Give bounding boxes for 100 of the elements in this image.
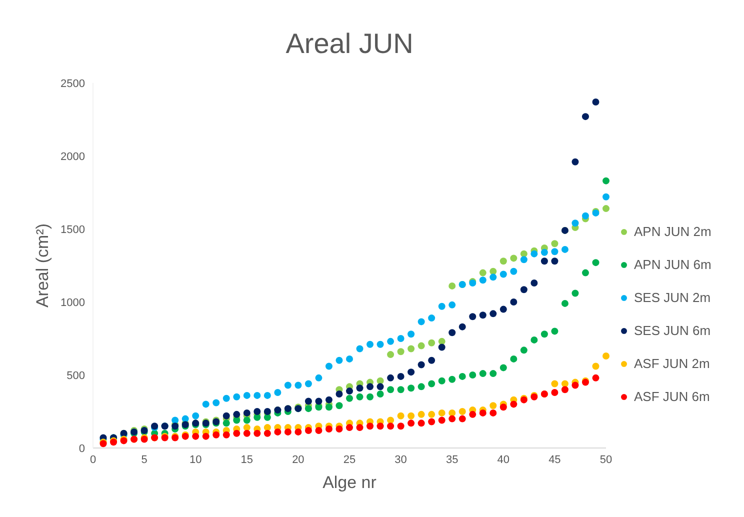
point: [284, 428, 292, 436]
point: [376, 383, 384, 390]
point: [428, 356, 436, 364]
point: [397, 335, 404, 342]
point: [602, 177, 610, 184]
point: [397, 422, 404, 430]
point: [510, 298, 518, 306]
point: [387, 422, 394, 430]
point: [458, 408, 466, 415]
point: [397, 372, 404, 380]
point: [490, 402, 497, 410]
point: [551, 328, 558, 335]
point: [264, 430, 271, 437]
x-tick-label: 35: [446, 454, 458, 466]
y-tick-label: 2000: [60, 151, 85, 163]
point: [602, 205, 610, 212]
point: [540, 330, 548, 338]
point: [222, 394, 230, 402]
point: [448, 415, 456, 422]
point: [387, 338, 394, 345]
point: [356, 424, 364, 432]
point: [438, 344, 446, 351]
point: [479, 276, 486, 284]
point: [438, 416, 446, 424]
point: [520, 286, 528, 294]
point: [387, 374, 394, 382]
point: [438, 409, 446, 416]
point: [222, 431, 230, 438]
point: [408, 330, 415, 338]
legend-label: APN JUN 6m: [634, 257, 712, 272]
point: [448, 329, 456, 336]
point: [418, 383, 425, 390]
point: [561, 300, 568, 307]
point: [551, 389, 558, 396]
point: [418, 318, 425, 326]
point: [315, 398, 322, 405]
point: [294, 428, 302, 436]
point: [428, 410, 436, 418]
x-tick-label: 0: [90, 454, 96, 466]
point: [458, 323, 466, 330]
point: [397, 348, 404, 356]
legend-label: SES JUN 6m: [634, 323, 711, 338]
x-tick-label: 10: [189, 454, 202, 466]
point: [551, 240, 558, 248]
y-tick-label: 2500: [60, 78, 85, 90]
point: [561, 386, 568, 394]
point: [530, 336, 538, 344]
point: [366, 393, 374, 400]
x-tick-label: 25: [343, 454, 356, 466]
point: [356, 345, 364, 352]
point: [540, 248, 548, 256]
point: [304, 405, 312, 412]
point: [233, 430, 240, 437]
point: [408, 384, 415, 392]
point: [336, 402, 343, 410]
point: [448, 301, 456, 308]
point: [582, 113, 589, 120]
point: [254, 430, 261, 437]
point: [510, 254, 518, 262]
legend-label: SES JUN 2m: [634, 290, 711, 305]
point: [602, 193, 610, 200]
point: [387, 386, 394, 394]
point: [458, 372, 466, 380]
x-tick-label: 30: [394, 454, 407, 466]
point: [469, 410, 476, 418]
point: [243, 430, 250, 437]
point: [192, 432, 200, 440]
point: [233, 410, 240, 418]
point: [479, 409, 486, 416]
point: [264, 392, 271, 399]
point: [530, 250, 538, 258]
point: [520, 346, 528, 354]
point: [182, 415, 189, 422]
point: [192, 412, 200, 420]
point: [366, 383, 374, 390]
point: [408, 420, 415, 427]
point: [336, 356, 343, 364]
point: [428, 314, 436, 322]
point: [336, 426, 343, 433]
point: [387, 351, 394, 358]
point: [582, 212, 589, 220]
point: [315, 426, 322, 434]
point: [551, 248, 558, 256]
point: [274, 389, 282, 396]
point: [366, 340, 374, 348]
point: [264, 424, 271, 432]
point: [376, 422, 384, 430]
point: [325, 396, 332, 404]
point: [469, 313, 476, 320]
point: [325, 426, 332, 433]
point: [202, 400, 210, 408]
legend-label: ASF JUN 2m: [634, 356, 710, 371]
point: [572, 158, 579, 166]
point: [346, 355, 353, 362]
point: [551, 258, 558, 265]
point: [448, 282, 456, 290]
point: [233, 416, 240, 424]
point: [304, 380, 312, 388]
point: [510, 355, 518, 362]
x-axis-title: Alge nr: [322, 473, 377, 492]
